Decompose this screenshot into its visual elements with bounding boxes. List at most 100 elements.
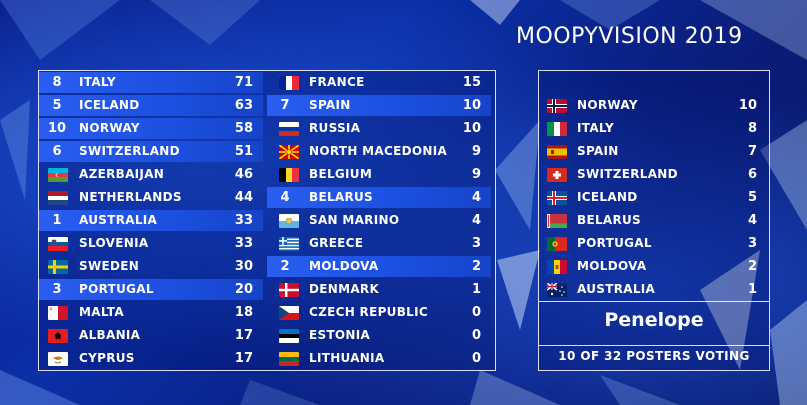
points-row: AUSTRALIA 1 bbox=[539, 278, 769, 301]
points-highlight bbox=[267, 256, 491, 277]
points-awarded: 6 bbox=[52, 144, 62, 159]
russia-flag-icon bbox=[279, 122, 299, 136]
country-name: PORTUGAL bbox=[577, 236, 652, 250]
points-awarded: 10 bbox=[47, 121, 67, 136]
country-score: 9 bbox=[471, 144, 481, 159]
country-name: MOLDOVA bbox=[309, 259, 379, 273]
points-highlight bbox=[267, 95, 491, 116]
country-score: 17 bbox=[234, 328, 253, 343]
country-name: LITHUANIA bbox=[309, 351, 385, 365]
points-value: 5 bbox=[747, 190, 757, 205]
scoreboard-row: 1 AUSTRALIA 33 bbox=[39, 209, 267, 232]
spain-flag-icon bbox=[547, 145, 567, 159]
scoreboard-row: ALBANIA 17 bbox=[39, 324, 267, 347]
scoreboard-row: DENMARK 1 bbox=[267, 278, 495, 301]
country-score: 46 bbox=[234, 167, 253, 182]
australia-flag-icon bbox=[547, 283, 567, 297]
points-value: 4 bbox=[747, 213, 757, 228]
lithuania-flag-icon bbox=[279, 352, 299, 366]
country-name: ITALY bbox=[79, 75, 116, 89]
scoreboard-row: BELGIUM 9 bbox=[267, 163, 495, 186]
country-name: ICELAND bbox=[79, 98, 140, 112]
scoreboard-row: NORTH MACEDONIA 9 bbox=[267, 140, 495, 163]
points-value: 2 bbox=[747, 259, 757, 274]
points-highlight bbox=[39, 72, 263, 93]
country-name: AUSTRALIA bbox=[577, 282, 656, 296]
estonia-flag-icon bbox=[279, 329, 299, 343]
denmark-flag-icon bbox=[279, 283, 299, 297]
country-name: NORWAY bbox=[79, 121, 140, 135]
country-score: 2 bbox=[471, 259, 481, 274]
points-row: MOLDOVA 2 bbox=[539, 255, 769, 278]
country-name: SLOVENIA bbox=[79, 236, 149, 250]
points-awarded: 4 bbox=[280, 190, 290, 205]
country-score: 15 bbox=[462, 75, 481, 90]
points-value: 1 bbox=[747, 282, 757, 297]
country-score: 0 bbox=[471, 351, 481, 366]
country-name: FRANCE bbox=[309, 75, 365, 89]
slovenia-flag-icon bbox=[48, 237, 68, 251]
voting-panel: NORWAY 10 ITALY 8 SPAIN 7 SWITZERLAND 6 ICELAND 5… bbox=[538, 70, 770, 371]
country-name: BELARUS bbox=[309, 190, 374, 204]
country-score: 30 bbox=[234, 259, 253, 274]
country-score: 18 bbox=[234, 305, 253, 320]
points-row: SWITZERLAND 6 bbox=[539, 163, 769, 186]
scoreboard-row: 8 ITALY 71 bbox=[39, 71, 267, 94]
points-value: 10 bbox=[738, 98, 757, 113]
azerbaijan-flag-icon bbox=[48, 168, 68, 182]
scoreboard-row: 7 SPAIN 10 bbox=[267, 94, 495, 117]
country-score: 44 bbox=[234, 190, 253, 205]
country-name: RUSSIA bbox=[309, 121, 361, 135]
voting-status: 10 OF 32 POSTERS VOTING bbox=[558, 349, 750, 363]
scoreboard-row: GREECE 3 bbox=[267, 232, 495, 255]
country-score: 10 bbox=[462, 121, 481, 136]
country-name: SAN MARINO bbox=[309, 213, 400, 227]
scoreboard-row: AZERBAIJAN 46 bbox=[39, 163, 267, 186]
north-macedonia-flag-icon bbox=[279, 145, 299, 159]
country-name: ESTONIA bbox=[309, 328, 371, 342]
albania-flag-icon bbox=[48, 329, 68, 343]
scoreboard-row: 5 ICELAND 63 bbox=[39, 94, 267, 117]
country-name: NORTH MACEDONIA bbox=[309, 144, 448, 158]
points-highlight bbox=[267, 187, 491, 208]
scoreboard-row: 10 NORWAY 58 bbox=[39, 117, 267, 140]
scoreboard-row: SAN MARINO 4 bbox=[267, 209, 495, 232]
scoreboard-row: MALTA 18 bbox=[39, 301, 267, 324]
country-score: 9 bbox=[471, 167, 481, 182]
points-highlight bbox=[39, 95, 263, 116]
scoreboard-row: CZECH REPUBLIC 0 bbox=[267, 301, 495, 324]
country-name: NETHERLANDS bbox=[79, 190, 182, 204]
belarus-flag-icon bbox=[547, 214, 567, 228]
country-name: SPAIN bbox=[309, 98, 351, 112]
scoreboard-right-column: FRANCE 15 7 SPAIN 10 RUSSIA 10 NORTH MACEDONIA 9… bbox=[267, 71, 495, 370]
czech-republic-flag-icon bbox=[279, 306, 299, 320]
scoreboard-row: 6 SWITZERLAND 51 bbox=[39, 140, 267, 163]
country-score: 51 bbox=[234, 144, 253, 159]
france-flag-icon bbox=[279, 76, 299, 90]
country-name: MALTA bbox=[79, 305, 124, 319]
points-highlight bbox=[39, 118, 263, 139]
scoreboard-row: ESTONIA 0 bbox=[267, 324, 495, 347]
country-name: ALBANIA bbox=[79, 328, 141, 342]
portugal-flag-icon bbox=[547, 237, 567, 251]
country-score: 33 bbox=[234, 236, 253, 251]
country-score: 58 bbox=[234, 121, 253, 136]
country-name: ITALY bbox=[577, 121, 614, 135]
country-name: SPAIN bbox=[577, 144, 619, 158]
page-title: MOOPYVISION 2019 bbox=[516, 24, 743, 49]
greece-flag-icon bbox=[279, 237, 299, 251]
scoreboard-row: NETHERLANDS 44 bbox=[39, 186, 267, 209]
points-awarded: 7 bbox=[280, 98, 290, 113]
country-score: 33 bbox=[234, 213, 253, 228]
scoreboard-left-column: 8 ITALY 71 5 ICELAND 63 10 NORWAY 58 6 SWITZERLAND… bbox=[39, 71, 267, 370]
scoreboard-row: RUSSIA 10 bbox=[267, 117, 495, 140]
points-value: 3 bbox=[747, 236, 757, 251]
points-awarded: 3 bbox=[52, 282, 62, 297]
points-row: NORWAY 10 bbox=[539, 94, 769, 117]
points-row: ICELAND 5 bbox=[539, 186, 769, 209]
moldova-flag-icon bbox=[547, 260, 567, 274]
points-highlight bbox=[39, 141, 263, 162]
points-highlight bbox=[39, 279, 263, 300]
scoreboard: 8 ITALY 71 5 ICELAND 63 10 NORWAY 58 6 SWITZERLAND… bbox=[38, 70, 496, 371]
